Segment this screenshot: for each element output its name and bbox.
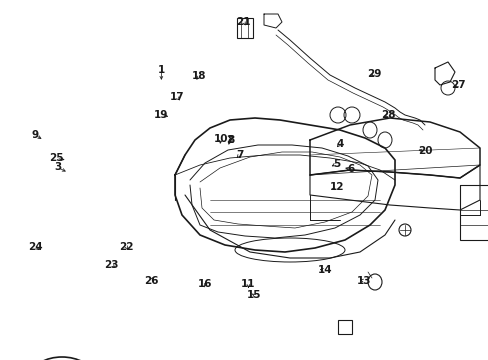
Text: 11: 11 bbox=[241, 279, 255, 289]
Text: 1: 1 bbox=[158, 65, 164, 75]
Text: 25: 25 bbox=[49, 153, 63, 163]
Text: 15: 15 bbox=[246, 290, 261, 300]
Text: 5: 5 bbox=[332, 159, 339, 169]
Text: 17: 17 bbox=[169, 92, 184, 102]
Text: 29: 29 bbox=[366, 69, 381, 79]
Text: 26: 26 bbox=[144, 276, 159, 286]
Bar bbox=[459, 185, 488, 240]
Text: 27: 27 bbox=[450, 80, 465, 90]
Text: 21: 21 bbox=[236, 17, 250, 27]
Text: 3: 3 bbox=[54, 162, 61, 172]
Text: 7: 7 bbox=[235, 150, 243, 160]
Text: 14: 14 bbox=[317, 265, 332, 275]
Text: 2: 2 bbox=[226, 135, 233, 145]
Text: 6: 6 bbox=[347, 164, 354, 174]
Text: 9: 9 bbox=[32, 130, 39, 140]
Text: 13: 13 bbox=[356, 276, 371, 286]
Text: 12: 12 bbox=[329, 182, 344, 192]
Text: 19: 19 bbox=[154, 110, 168, 120]
Text: 4: 4 bbox=[335, 139, 343, 149]
Text: 18: 18 bbox=[192, 71, 206, 81]
Text: 22: 22 bbox=[119, 242, 133, 252]
Text: 10: 10 bbox=[213, 134, 228, 144]
Text: 20: 20 bbox=[417, 146, 432, 156]
Text: 23: 23 bbox=[104, 260, 119, 270]
Text: 16: 16 bbox=[198, 279, 212, 289]
Bar bbox=[337, 320, 351, 334]
Text: 24: 24 bbox=[28, 242, 42, 252]
Text: 8: 8 bbox=[227, 135, 234, 145]
Bar bbox=[237, 18, 252, 38]
Text: 28: 28 bbox=[381, 110, 395, 120]
